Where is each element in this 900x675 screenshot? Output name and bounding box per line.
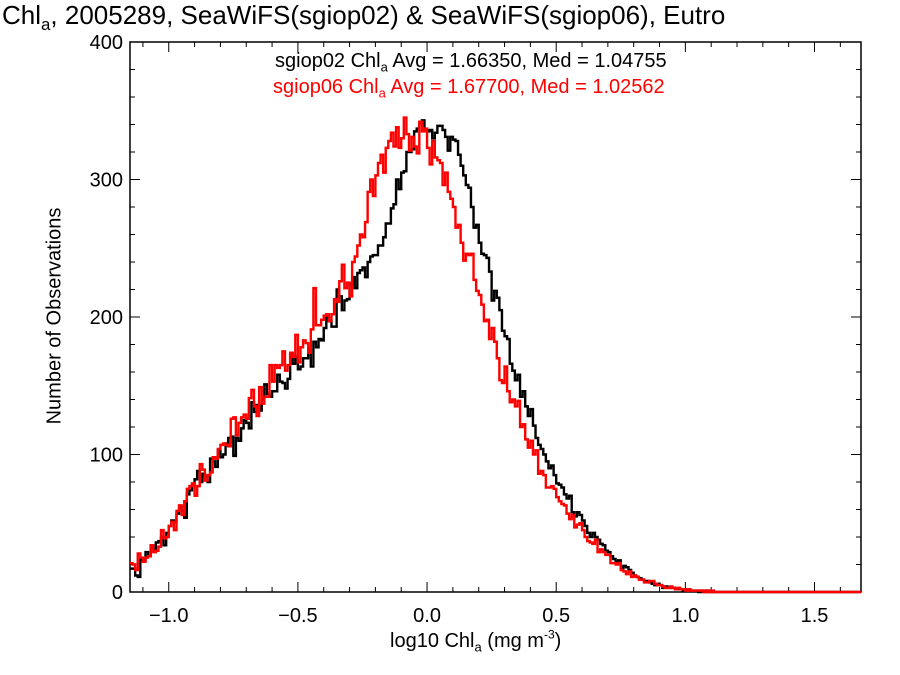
plot-frame: [129, 41, 862, 593]
stats-sgiop02: sgiop02 Chla Avg = 1.66350, Med = 1.0475…: [275, 50, 667, 75]
x-tick-label: 0.0: [413, 605, 441, 627]
stats-sgiop06: sgiop06 Chla Avg = 1.67700, Med = 1.0256…: [273, 76, 665, 101]
x-tick-label: 1.0: [671, 605, 699, 627]
x-tick-label: 1.5: [801, 605, 829, 627]
axis-ticks: −1.0 −0.5 0.0 0.5 1.0 1.5 0 100 200 300 400: [90, 32, 861, 627]
series-sgiop02: [130, 119, 861, 594]
y-tick-label: 0: [112, 582, 123, 604]
chart-title: Chla, 2005289, SeaWiFS(sgiop02) & SeaWiF…: [2, 0, 726, 34]
x-tick-label: −0.5: [278, 605, 317, 627]
series-sgiop06: [130, 116, 861, 594]
y-tick-label: 200: [90, 307, 123, 329]
y-tick-label: 400: [90, 32, 123, 54]
x-axis-label: log10 Chla (mg m-3): [390, 627, 562, 655]
x-tick-label: 0.5: [542, 605, 570, 627]
y-tick-label: 300: [90, 170, 123, 192]
x-tick-label: −1.0: [149, 605, 188, 627]
histogram-series: [130, 116, 861, 594]
y-tick-label: 100: [90, 445, 123, 467]
